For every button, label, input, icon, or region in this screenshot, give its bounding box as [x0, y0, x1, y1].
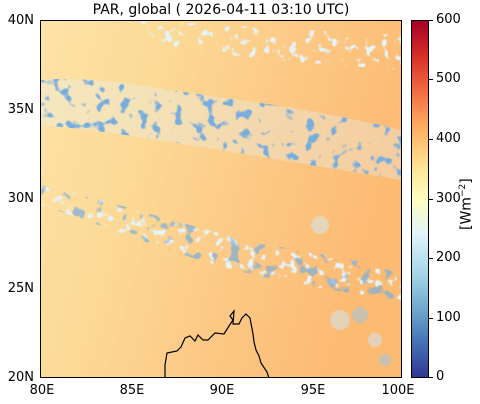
- colorbar-tick: [429, 377, 433, 378]
- colorbar-unit: [Wm−2]: [458, 178, 475, 230]
- colorbar-tick: [429, 318, 433, 319]
- y-tick-25n: 25N: [7, 281, 34, 296]
- colorbar-tick: [429, 139, 433, 140]
- colorbar-label-200: 200: [436, 250, 461, 265]
- colorbar-label-400: 400: [436, 131, 461, 146]
- map-frame: [40, 20, 402, 378]
- colorbar-label-100: 100: [436, 310, 461, 325]
- y-tick-40n: 40N: [7, 13, 34, 28]
- colorbar-label-600: 600: [436, 12, 461, 27]
- y-tick-35n: 35N: [7, 102, 34, 117]
- x-tick-90e: 90E: [209, 383, 235, 398]
- y-tick-30n: 30N: [7, 191, 34, 206]
- y-tick-20n: 20N: [7, 370, 34, 385]
- colorbar-label-500: 500: [436, 71, 461, 86]
- x-tick-95e: 95E: [300, 383, 326, 398]
- colorbar: [411, 20, 429, 378]
- par-map: [40, 20, 402, 378]
- x-tick-100e: 100E: [381, 383, 415, 398]
- colorbar-label-0: 0: [436, 369, 445, 384]
- colorbar-tick: [429, 20, 433, 21]
- x-tick-85e: 85E: [119, 383, 145, 398]
- coastline: [164, 309, 270, 378]
- par-map-svg: [40, 20, 402, 378]
- colorbar-tick: [429, 258, 433, 259]
- colorbar-tick: [429, 199, 433, 200]
- x-tick-80e: 80E: [29, 383, 55, 398]
- colorbar-label-300: 300: [436, 191, 461, 206]
- colorbar-tick: [429, 79, 433, 80]
- map-title: PAR, global ( 2026-04-11 03:10 UTC): [92, 2, 350, 18]
